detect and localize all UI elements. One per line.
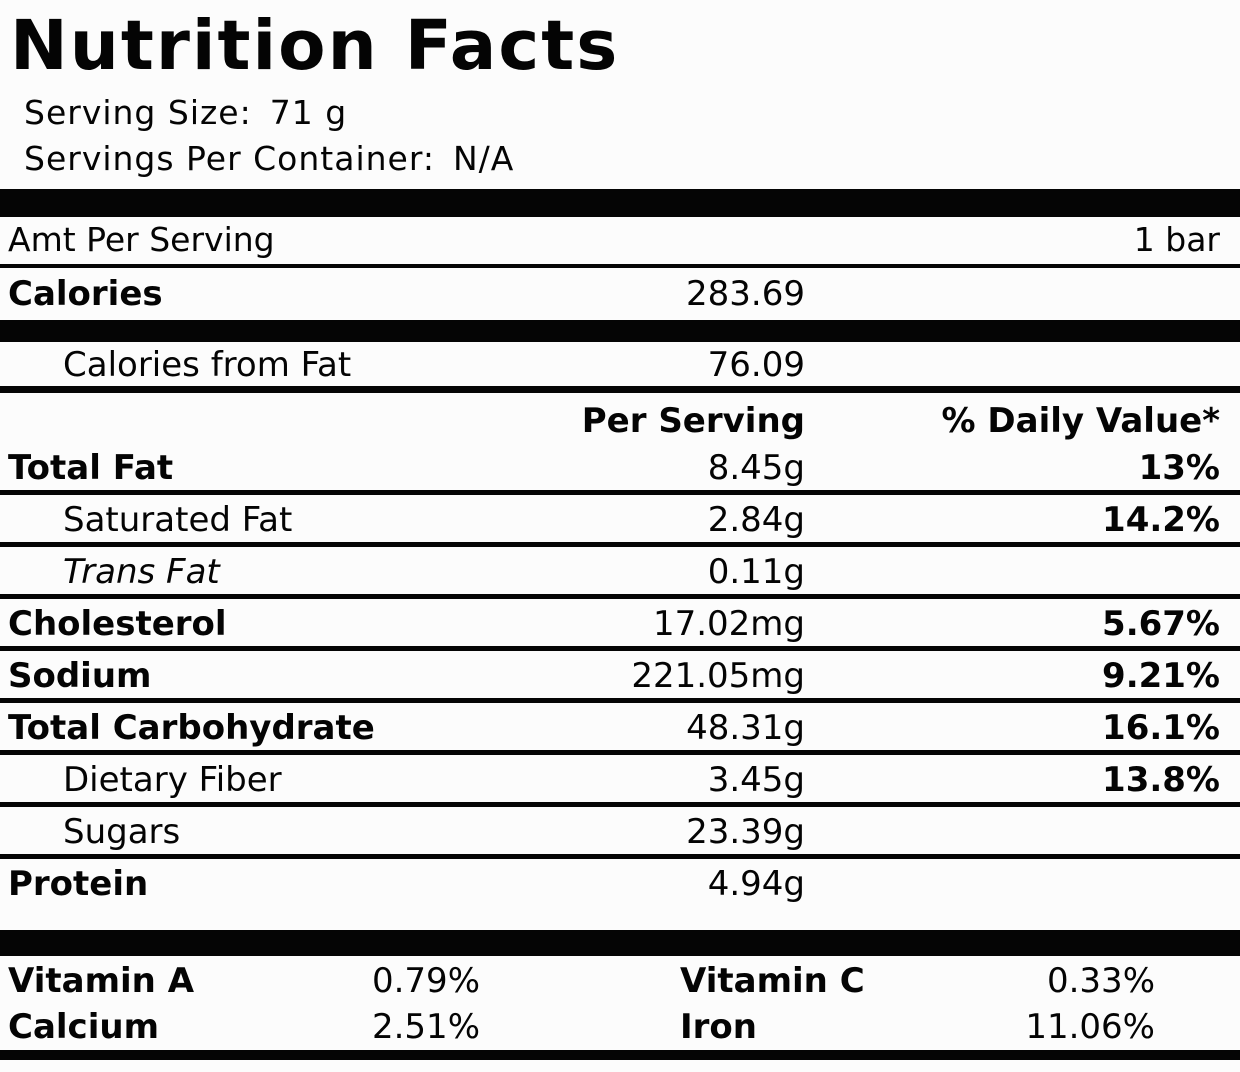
nutrient-amount: 0.11g: [707, 552, 805, 592]
calories-value: 283.69: [686, 274, 805, 314]
nutrient-amount: 17.02mg: [652, 604, 805, 644]
amt-per-serving-label: Amt Per Serving: [8, 220, 275, 259]
micronutrient-name: Vitamin C: [680, 961, 865, 1001]
nutrient-daily-value: 16.1%: [1102, 708, 1220, 748]
nutrient-name: Trans Fat: [63, 552, 220, 592]
micronutrient-value: 2.51%: [371, 1007, 480, 1047]
serving-size-line: Serving Size: 71 g: [24, 90, 1240, 136]
servings-per-container-line: Servings Per Container: N/A: [24, 136, 1240, 182]
nutrient-row-cholesterol: Cholesterol 17.02mg 5.67%: [0, 599, 1240, 651]
micronutrient-name: Calcium: [8, 1007, 159, 1047]
nutrient-row-protein: Protein 4.94g: [0, 859, 1240, 912]
nutrient-daily-value: 13%: [1138, 448, 1220, 488]
micronutrient-value: 0.79%: [371, 961, 480, 1001]
nutrient-amount: 4.94g: [707, 864, 805, 904]
nutrient-name: Cholesterol: [8, 604, 227, 644]
servings-per-container-label: Servings Per Container:: [24, 139, 435, 178]
servings-per-container-value: N/A: [452, 139, 515, 178]
micronutrient-value: 0.33%: [1046, 961, 1155, 1001]
micronutrient-row-2: Calcium 2.51% Iron 11.06%: [0, 1002, 1240, 1048]
nutrient-name: Total Carbohydrate: [8, 708, 375, 748]
micronutrient-name: Iron: [680, 1007, 757, 1047]
serving-size-label: Serving Size:: [24, 93, 252, 132]
nutrient-daily-value: 13.8%: [1102, 760, 1220, 800]
spacer: [0, 912, 1240, 930]
serving-size-value: 71 g: [269, 93, 348, 132]
calories-from-fat-row: Calories from Fat 76.09: [0, 342, 1240, 393]
nutrient-daily-value: 9.21%: [1102, 656, 1220, 696]
nutrient-name: Total Fat: [8, 448, 174, 488]
nutrient-amount: 48.31g: [686, 708, 805, 748]
page-title: Nutrition Facts: [10, 6, 620, 86]
divider-thick-top: [0, 189, 1240, 217]
nutrient-row-dietary-fiber: Dietary Fiber 3.45g 13.8%: [0, 755, 1240, 807]
nutrient-amount: 221.05mg: [631, 656, 805, 696]
nutrient-name: Protein: [8, 864, 149, 904]
nutrient-name: Sodium: [8, 656, 152, 696]
micronutrient-row-1: Vitamin A 0.79% Vitamin C 0.33%: [0, 956, 1240, 1002]
micronutrient-value: 11.06%: [1025, 1007, 1155, 1047]
calories-row: Calories 283.69: [0, 268, 1240, 320]
nutrient-amount: 23.39g: [686, 812, 805, 852]
nutrient-amount: 3.45g: [707, 760, 805, 800]
nutrient-row-sodium: Sodium 221.05mg 9.21%: [0, 651, 1240, 703]
calories-from-fat-label: Calories from Fat: [63, 345, 352, 385]
nutrient-daily-value: 14.2%: [1102, 500, 1220, 540]
nutrient-row-saturated-fat: Saturated Fat 2.84g 14.2%: [0, 495, 1240, 547]
per-serving-column-header: Per Serving: [581, 401, 805, 441]
calories-label: Calories: [8, 274, 163, 314]
nutrient-daily-value: 5.67%: [1102, 604, 1220, 644]
nutrient-amount: 2.84g: [707, 500, 805, 540]
nutrient-row-sugars: Sugars 23.39g: [0, 807, 1240, 859]
divider-thick-bottom: [0, 1050, 1240, 1060]
column-header-row: Per Serving % Daily Value*: [0, 393, 1240, 443]
divider-thick-micronutrients: [0, 930, 1240, 956]
nutrient-name: Saturated Fat: [63, 500, 293, 540]
nutrient-row-trans-fat: Trans Fat 0.11g: [0, 547, 1240, 599]
serving-unit-label: 1 bar: [1133, 220, 1220, 259]
micronutrient-name: Vitamin A: [8, 961, 195, 1001]
amount-per-serving-row: Amt Per Serving 1 bar: [0, 217, 1240, 268]
nutrient-row-total-carbohydrate: Total Carbohydrate 48.31g 16.1%: [0, 703, 1240, 755]
daily-value-column-header: % Daily Value*: [941, 401, 1220, 441]
divider-thick-calories: [0, 320, 1240, 342]
calories-from-fat-value: 76.09: [707, 345, 805, 385]
nutrient-amount: 8.45g: [707, 448, 805, 488]
nutrient-name: Sugars: [63, 812, 181, 852]
nutrient-name: Dietary Fiber: [63, 760, 282, 800]
nutrient-row-total-fat: Total Fat 8.45g 13%: [0, 443, 1240, 495]
